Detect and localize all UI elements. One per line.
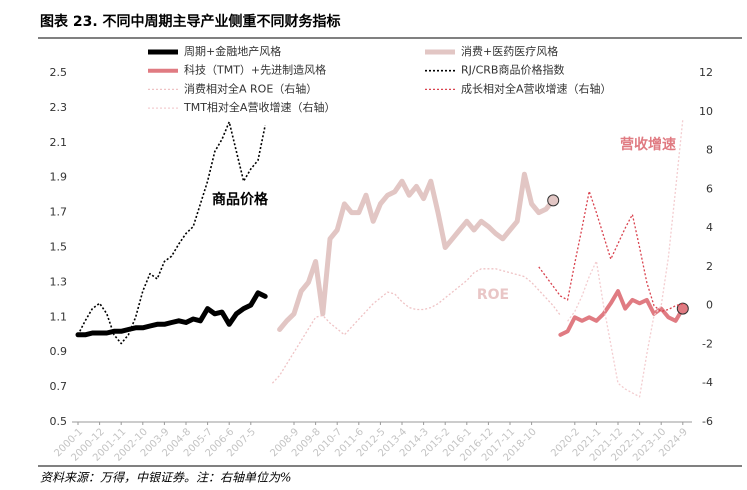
y2-tick-label: 10	[699, 105, 713, 118]
chart-title: 图表 23. 不同中周期主导产业侧重不同财务指标	[40, 13, 341, 30]
end-marker	[547, 194, 560, 207]
y2-tick-label: 0	[706, 299, 713, 312]
annotation: ROE	[477, 287, 509, 303]
y2-tick-label: 8	[706, 144, 713, 157]
series-line	[77, 121, 266, 345]
y2-tick-label: -4	[702, 376, 713, 389]
y-tick-label: 2.3	[50, 101, 68, 114]
y-tick-label: 1.5	[50, 241, 68, 254]
y2-tick-label: 2	[706, 260, 713, 273]
y-tick-label: 1.3	[50, 275, 68, 288]
legend-label: 周期+金融地产风格	[184, 44, 281, 58]
y2-tick-label: -6	[702, 415, 713, 428]
series-line	[277, 171, 556, 332]
y2-tick-label: 4	[706, 221, 713, 234]
legend-label: RJ/CRB商品价格指数	[461, 63, 564, 77]
series-line	[567, 119, 684, 398]
y-tick-label: 1.7	[50, 206, 68, 219]
series-line	[538, 190, 683, 313]
legend-label: 成长相对全A营收增速（右轴）	[461, 81, 612, 95]
y2-tick-label: 6	[706, 182, 713, 195]
series-line	[558, 289, 685, 337]
source-note: 资料来源：万得，中银证券。注：右轴单位为%	[40, 471, 291, 485]
y-tick-label: 0.9	[50, 345, 68, 358]
y-tick-label: 2.1	[50, 136, 68, 149]
annotation: 商品价格	[212, 191, 269, 208]
legend-label: TMT相对全A营收增速（右轴）	[183, 100, 335, 114]
series-line	[75, 290, 268, 338]
y-tick-label: 1.1	[50, 310, 68, 323]
legend-label: 消费相对全A ROE（右轴）	[184, 81, 317, 95]
y2-tick-label: -2	[702, 337, 713, 350]
end-marker	[676, 302, 689, 315]
y-tick-label: 2.5	[50, 66, 68, 79]
y2-tick-label: 12	[699, 66, 713, 79]
legend-label: 消费+医药医疗风格	[461, 44, 558, 58]
y-tick-label: 1.9	[50, 171, 68, 184]
y-tick-label: 0.7	[50, 380, 68, 393]
series-line	[271, 268, 561, 384]
annotation: 营收增速	[620, 136, 676, 153]
y-tick-label: 0.5	[50, 415, 68, 428]
legend-label: 科技（TMT）+先进制造风格	[184, 63, 326, 77]
